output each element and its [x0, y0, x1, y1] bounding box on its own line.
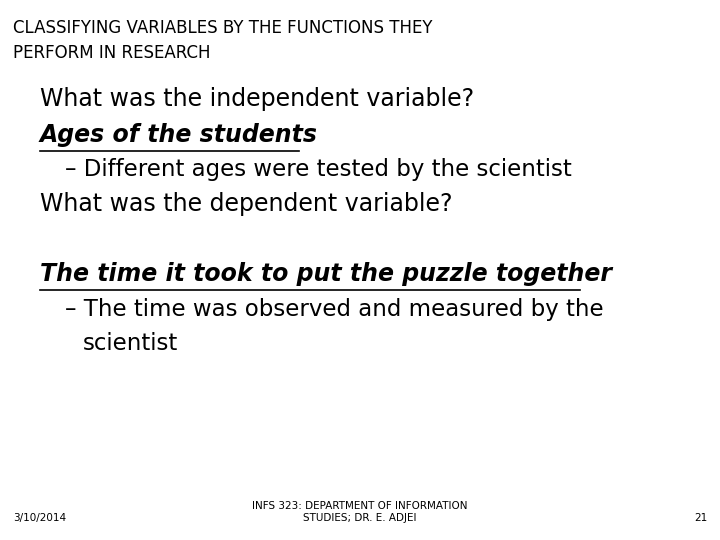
Text: The time it took to put the puzzle together: The time it took to put the puzzle toget…: [40, 262, 611, 286]
Text: Ages of the students: Ages of the students: [40, 123, 318, 147]
Text: What was the dependent variable?: What was the dependent variable?: [40, 192, 452, 215]
Text: 21: 21: [694, 512, 707, 523]
Text: What was the independent variable?: What was the independent variable?: [40, 87, 474, 111]
Text: 3/10/2014: 3/10/2014: [13, 512, 66, 523]
Text: INFS 323: DEPARTMENT OF INFORMATION
STUDIES; DR. E. ADJEI: INFS 323: DEPARTMENT OF INFORMATION STUD…: [252, 501, 468, 523]
Text: scientist: scientist: [83, 332, 178, 355]
Text: – The time was observed and measured by the: – The time was observed and measured by …: [65, 298, 603, 321]
Text: – Different ages were tested by the scientist: – Different ages were tested by the scie…: [65, 158, 572, 181]
Text: CLASSIFYING VARIABLES BY THE FUNCTIONS THEY: CLASSIFYING VARIABLES BY THE FUNCTIONS T…: [13, 19, 433, 37]
Text: PERFORM IN RESEARCH: PERFORM IN RESEARCH: [13, 44, 210, 62]
